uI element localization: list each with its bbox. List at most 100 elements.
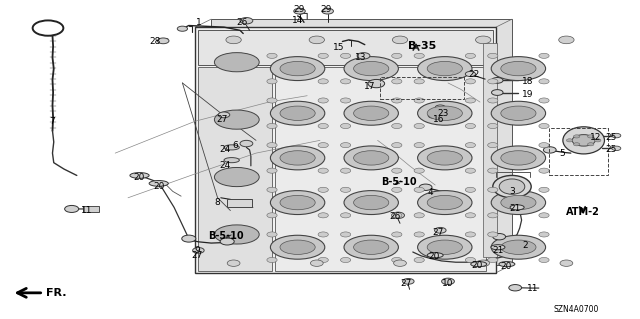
Text: 11: 11	[81, 206, 92, 215]
Circle shape	[465, 53, 476, 58]
Circle shape	[392, 212, 404, 219]
Text: 26: 26	[236, 18, 248, 27]
Ellipse shape	[149, 181, 168, 186]
Ellipse shape	[214, 167, 259, 187]
Ellipse shape	[353, 151, 389, 165]
Text: 20: 20	[428, 252, 440, 261]
Text: 17: 17	[364, 82, 376, 91]
Text: 18: 18	[522, 77, 534, 86]
Text: 11: 11	[527, 284, 538, 293]
Circle shape	[539, 168, 549, 173]
Circle shape	[310, 260, 323, 266]
Circle shape	[539, 257, 549, 263]
Ellipse shape	[214, 53, 259, 72]
Bar	[483, 43, 497, 257]
Circle shape	[539, 98, 549, 103]
Circle shape	[267, 53, 277, 58]
Text: 24: 24	[220, 145, 231, 154]
Text: 5: 5	[559, 149, 564, 158]
Ellipse shape	[492, 57, 546, 80]
Ellipse shape	[270, 235, 324, 259]
Circle shape	[65, 205, 79, 212]
Text: 26: 26	[390, 212, 401, 221]
Text: 21: 21	[492, 246, 504, 255]
Ellipse shape	[501, 61, 536, 76]
Text: B-35: B-35	[408, 41, 436, 51]
Circle shape	[595, 139, 601, 142]
Circle shape	[33, 20, 63, 36]
Circle shape	[612, 146, 621, 151]
Text: 16: 16	[433, 115, 444, 124]
Text: 27: 27	[191, 251, 203, 260]
Text: ATM-2: ATM-2	[566, 207, 600, 217]
Text: 29: 29	[294, 5, 305, 14]
Circle shape	[414, 143, 424, 148]
Circle shape	[392, 79, 402, 84]
Circle shape	[340, 168, 351, 173]
Text: 20: 20	[134, 173, 145, 182]
Ellipse shape	[491, 245, 505, 250]
Ellipse shape	[499, 179, 525, 194]
Bar	[83, 206, 99, 212]
Circle shape	[318, 53, 328, 58]
Ellipse shape	[428, 240, 462, 255]
Circle shape	[465, 213, 476, 218]
Circle shape	[267, 232, 277, 237]
Circle shape	[588, 135, 594, 138]
Text: 28: 28	[150, 37, 161, 46]
Circle shape	[465, 187, 476, 192]
Circle shape	[465, 71, 476, 77]
Circle shape	[226, 36, 241, 44]
Circle shape	[340, 232, 351, 237]
Circle shape	[267, 168, 277, 173]
Text: 20: 20	[153, 182, 164, 191]
Circle shape	[318, 257, 328, 263]
Ellipse shape	[493, 175, 531, 198]
Text: 3: 3	[509, 187, 515, 196]
Circle shape	[488, 213, 498, 218]
Text: 27: 27	[401, 279, 412, 288]
Ellipse shape	[492, 101, 546, 125]
Circle shape	[403, 278, 414, 284]
Circle shape	[182, 235, 196, 242]
Circle shape	[477, 260, 490, 266]
Ellipse shape	[492, 146, 546, 170]
Circle shape	[322, 8, 333, 14]
Circle shape	[267, 98, 277, 103]
Ellipse shape	[417, 235, 472, 259]
Circle shape	[392, 53, 402, 58]
Circle shape	[442, 278, 454, 285]
Circle shape	[465, 143, 476, 148]
Circle shape	[612, 133, 621, 138]
Text: 20: 20	[471, 261, 483, 270]
Circle shape	[368, 79, 385, 88]
Text: 29: 29	[321, 5, 332, 14]
Circle shape	[340, 123, 351, 129]
Text: 2: 2	[522, 241, 527, 250]
Text: B-5-10: B-5-10	[381, 177, 417, 187]
Ellipse shape	[428, 253, 444, 258]
Ellipse shape	[353, 195, 389, 210]
Circle shape	[309, 36, 324, 44]
Circle shape	[267, 143, 277, 148]
Ellipse shape	[280, 61, 315, 76]
Ellipse shape	[280, 151, 315, 165]
Text: 22: 22	[468, 70, 479, 79]
Circle shape	[476, 36, 491, 44]
Ellipse shape	[344, 146, 398, 170]
Circle shape	[559, 36, 574, 44]
Circle shape	[240, 18, 253, 24]
Circle shape	[465, 98, 476, 103]
Bar	[227, 199, 252, 207]
Ellipse shape	[280, 195, 315, 210]
Text: 9: 9	[195, 246, 200, 255]
Bar	[549, 128, 608, 175]
Ellipse shape	[428, 195, 462, 210]
Ellipse shape	[428, 106, 462, 121]
Circle shape	[414, 168, 424, 173]
Text: 10: 10	[442, 279, 454, 288]
Ellipse shape	[353, 106, 389, 121]
Circle shape	[488, 187, 498, 192]
Ellipse shape	[344, 101, 398, 125]
Circle shape	[539, 143, 549, 148]
